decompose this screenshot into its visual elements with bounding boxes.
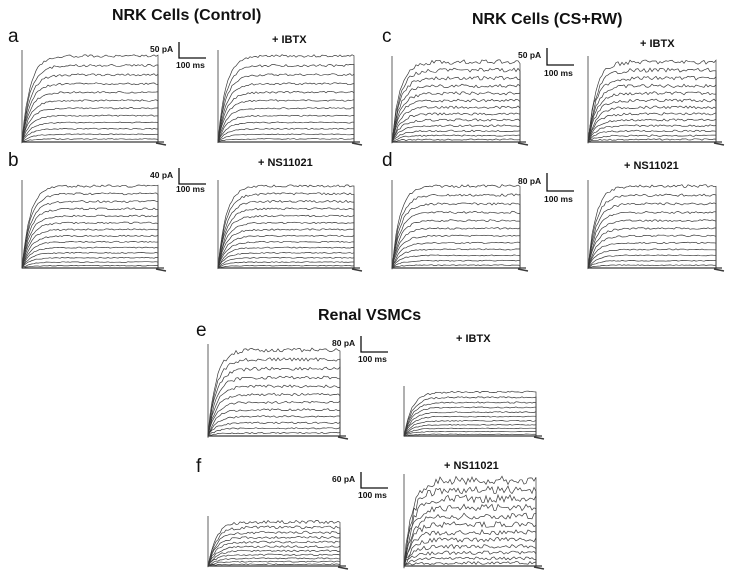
scale-time-e: 100 ms [358, 354, 387, 364]
panel-letter-e: e [196, 320, 207, 341]
scale-bar-e [360, 336, 388, 353]
condition-label-f: + NS11021 [444, 460, 499, 472]
trace-c-control [391, 56, 529, 146]
trace-b-ns11021 [217, 180, 363, 272]
condition-label-a: + IBTX [272, 34, 307, 46]
scale-bar-f [360, 472, 388, 489]
condition-label-d: + NS11021 [624, 160, 679, 172]
trace-e-ibtx [403, 386, 545, 440]
scale-current-b: 40 pA [150, 170, 174, 180]
scale-current-d: 80 pA [518, 176, 542, 186]
scale-time-d: 100 ms [544, 194, 573, 204]
title-nrk-csrw: NRK Cells (CS+RW) [472, 11, 623, 28]
panel-letter-b: b [8, 150, 19, 171]
scale-time-b: 100 ms [176, 184, 205, 194]
trace-d-ns11021 [587, 180, 725, 272]
scale-bar-b [178, 168, 206, 185]
scale-current-f: 60 pA [332, 474, 356, 484]
scale-time-f: 100 ms [358, 490, 387, 500]
scale-bar-c [546, 48, 574, 66]
trace-b-control [21, 180, 167, 272]
trace-c-ibtx [587, 56, 725, 146]
title-nrk-control: NRK Cells (Control) [112, 7, 262, 24]
trace-f-ns11021 [403, 474, 545, 570]
condition-label-c: + IBTX [640, 38, 675, 50]
scale-current-c: 50 pA [518, 50, 542, 60]
trace-a-ibtx [217, 50, 363, 146]
scale-current-e: 80 pA [332, 338, 356, 348]
condition-label-e: + IBTX [456, 333, 491, 345]
panel-letter-c: c [382, 26, 392, 47]
scale-bar-a [178, 42, 206, 59]
scale-time-c: 100 ms [544, 68, 573, 78]
scale-current-a: 50 pA [150, 44, 174, 54]
trace-d-control [391, 180, 529, 272]
scale-bar-d [546, 173, 574, 192]
condition-label-b: + NS11021 [258, 157, 313, 169]
panel-letter-d: d [382, 150, 393, 171]
panel-letter-f: f [196, 456, 202, 477]
title-renal-vsmcs: Renal VSMCs [318, 307, 422, 324]
trace-a-control [21, 50, 167, 146]
trace-f-control [207, 516, 349, 570]
panel-letter-a: a [8, 26, 19, 47]
trace-e-control [207, 344, 349, 440]
scale-time-a: 100 ms [176, 60, 205, 70]
